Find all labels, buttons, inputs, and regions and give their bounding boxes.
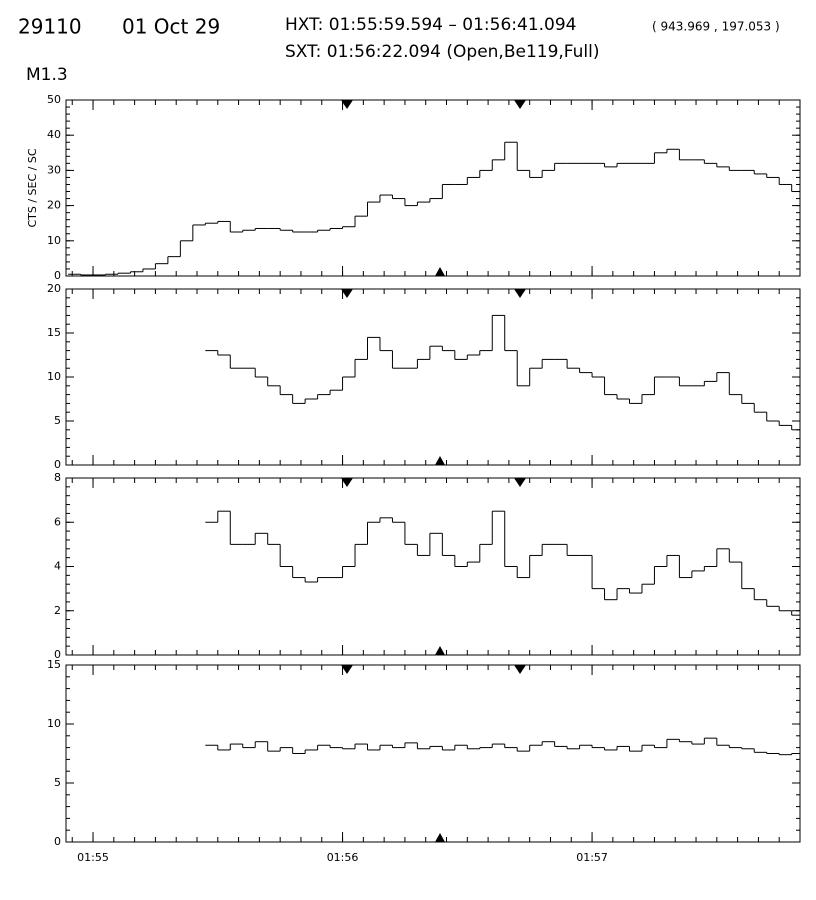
time-marker — [514, 100, 526, 109]
x-tick-label: 01:55 — [77, 851, 109, 864]
y-tick-label: 15 — [47, 658, 61, 671]
y-tick-label: 40 — [47, 128, 61, 141]
y-tick-label: 10 — [47, 234, 61, 247]
x-tick-label: 01:57 — [576, 851, 608, 864]
time-marker — [514, 478, 526, 487]
y-tick-label: 6 — [54, 515, 61, 528]
time-marker — [514, 665, 526, 674]
y-tick-label: 10 — [47, 370, 61, 383]
time-marker — [435, 456, 445, 465]
sxt-time: SXT: 01:56:22.094 (Open,Be119,Full) — [285, 42, 600, 62]
flare-class: M1.3 — [26, 65, 68, 85]
y-tick-label: 10 — [47, 717, 61, 730]
coords: ( 943.969 , 197.053 ) — [652, 20, 780, 34]
time-marker — [435, 833, 445, 842]
y-tick-label: 5 — [54, 414, 61, 427]
time-marker — [341, 665, 353, 674]
y-tick-label: 0 — [54, 269, 61, 282]
y-tick-label: 0 — [54, 835, 61, 848]
y-tick-label: 15 — [47, 326, 61, 339]
panel-frame — [65, 99, 801, 277]
time-marker — [435, 646, 445, 655]
time-marker — [341, 289, 353, 298]
y-tick-label: 0 — [54, 458, 61, 471]
y-axis-label: CTS / SEC / SC — [26, 148, 39, 227]
y-tick-label: 5 — [54, 776, 61, 789]
time-marker — [435, 267, 445, 276]
header-id: 29110 — [18, 15, 82, 39]
y-tick-label: 50 — [47, 93, 61, 106]
y-tick-label: 0 — [54, 648, 61, 661]
y-tick-label: 20 — [47, 199, 61, 212]
y-tick-label: 30 — [47, 163, 61, 176]
y-tick-label: 8 — [54, 471, 61, 484]
y-tick-label: 2 — [54, 604, 61, 617]
y-tick-label: 4 — [54, 560, 61, 573]
panel-frame — [65, 664, 801, 843]
panel-frame — [65, 288, 801, 466]
time-marker — [514, 289, 526, 298]
header-date: 01 Oct 29 — [122, 15, 220, 39]
hxt-time: HXT: 01:55:59.594 – 01:56:41.094 — [285, 15, 577, 35]
time-marker — [341, 100, 353, 109]
x-tick-label: 01:56 — [327, 851, 359, 864]
time-marker — [341, 478, 353, 487]
panel-frame — [65, 477, 801, 656]
y-tick-label: 20 — [47, 282, 61, 295]
